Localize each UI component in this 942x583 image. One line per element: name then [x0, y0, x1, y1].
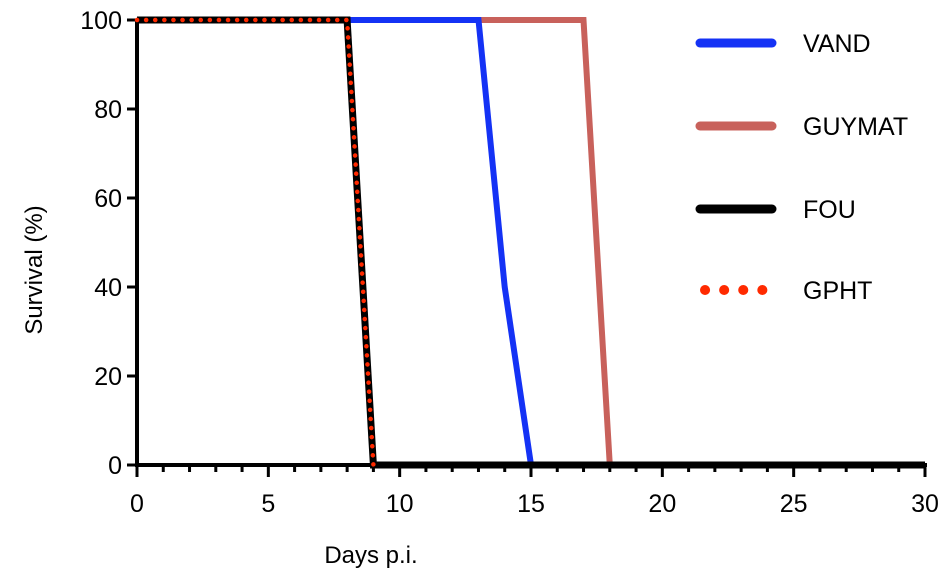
x-tick-label: 5 [261, 490, 275, 518]
legend-label: FOU [803, 196, 856, 224]
y-tick-label: 20 [94, 363, 122, 391]
legend-item-guymat: GUYMAT [695, 113, 908, 141]
legend-label: GUYMAT [803, 113, 908, 141]
y-tick-label: 100 [80, 7, 122, 35]
x-tick-label: 15 [517, 490, 545, 518]
x-tick-label: 0 [130, 490, 144, 518]
series-line-vand [137, 17, 925, 468]
y-tick-label: 80 [94, 96, 122, 124]
legend-item-gpht: GPHT [700, 277, 872, 305]
x-tick-label: 30 [911, 490, 939, 518]
x-tick-label: 10 [386, 490, 414, 518]
legend-item-fou: FOU [695, 196, 856, 224]
legend: VAND GUYMAT FOU GPHT [695, 30, 908, 305]
series-line-guymat [137, 17, 925, 468]
plot-area [134, 16, 925, 469]
x-tick-label: 25 [780, 490, 808, 518]
legend-label: GPHT [803, 277, 872, 305]
y-axis-title: Survival (%) [21, 205, 48, 334]
y-tick-label: 0 [108, 452, 122, 480]
legend-label: VAND [803, 30, 871, 58]
x-tick-label: 20 [648, 490, 676, 518]
series-line-gpht [134, 17, 376, 468]
axes: 0 20 40 60 80 100 0 5 10 15 20 25 30 [80, 7, 939, 518]
y-tick-label: 40 [94, 274, 122, 302]
y-tick-label: 60 [94, 185, 122, 213]
x-axis-title: Days p.i. [324, 542, 417, 569]
series-line-fou [137, 16, 925, 469]
legend-item-vand: VAND [695, 30, 871, 58]
